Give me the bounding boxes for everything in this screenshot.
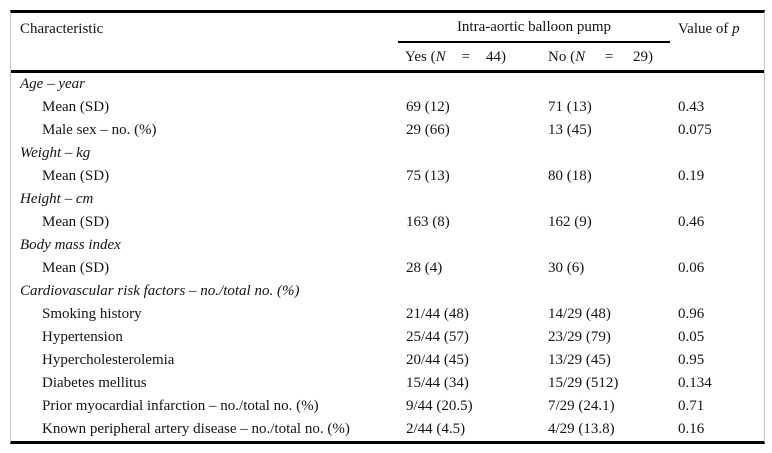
subheader-yes-pre: Yes (N <box>405 49 446 66</box>
cell-no: 30 (6) <box>548 260 585 276</box>
column-header-characteristic: Characteristic <box>20 21 104 37</box>
row-label: Mean (SD) <box>42 168 110 184</box>
cell-p-value: 0.06 <box>678 260 705 276</box>
cell-p-value: 0.075 <box>678 122 712 138</box>
section-label: Weight – kg <box>20 145 91 161</box>
cell-p-value: 0.46 <box>678 214 705 230</box>
cell-p-value: 0.43 <box>678 99 705 115</box>
cell-p-value: 0.134 <box>678 375 712 391</box>
table-row: Hypertension 25/44 (57) 23/29 (79) 0.05 <box>11 326 764 349</box>
cell-yes: 21/44 (48) <box>406 306 469 322</box>
subheader-yes-count: 44) <box>486 49 506 65</box>
table-row: Smoking history 21/44 (48) 14/29 (48) 0.… <box>11 303 764 326</box>
p-symbol: p <box>732 21 740 37</box>
cell-no: 14/29 (48) <box>548 306 611 322</box>
cell-yes: 28 (4) <box>406 260 443 276</box>
row-label: Mean (SD) <box>42 214 110 230</box>
table-row: Known peripheral artery disease – no./to… <box>11 418 764 441</box>
section-label: Age – year <box>20 76 85 92</box>
subheader-no-pre-text: No ( <box>548 49 576 65</box>
cell-no: 13/29 (45) <box>548 352 611 368</box>
table-row: Weight – kg <box>11 142 764 165</box>
table-row: Mean (SD) 28 (4) 30 (6) 0.06 <box>11 257 764 280</box>
column-header-p-value: Value of p <box>678 21 740 38</box>
cell-p-value: 0.19 <box>678 168 705 184</box>
table-row: Cardiovascular risk factors – no./total … <box>11 280 764 303</box>
table-row: Age – year <box>11 73 764 96</box>
subheader-no-count: 29) <box>633 49 653 65</box>
cell-yes: 9/44 (20.5) <box>406 398 473 414</box>
table-header: Characteristic Intra-aortic balloon pump… <box>11 13 764 73</box>
row-label: Mean (SD) <box>42 99 110 115</box>
cell-yes: 15/44 (34) <box>406 375 469 391</box>
subheader-no-n-symbol: N <box>575 49 586 65</box>
row-label: Smoking history <box>42 306 142 322</box>
cell-no: 7/29 (24.1) <box>548 398 615 414</box>
subheader-no-equals: = <box>604 49 614 65</box>
table-row: Mean (SD) 69 (12) 71 (13) 0.43 <box>11 96 764 119</box>
subheader-no-pre: No (N <box>548 49 585 66</box>
cell-yes: 2/44 (4.5) <box>406 421 466 437</box>
section-label: Cardiovascular risk factors – no./total … <box>20 283 300 299</box>
cell-no: 4/29 (13.8) <box>548 421 615 437</box>
cell-no: 71 (13) <box>548 99 592 115</box>
row-label: Diabetes mellitus <box>42 375 147 391</box>
table-row: Mean (SD) 163 (8) 162 (9) 0.46 <box>11 211 764 234</box>
row-label: Mean (SD) <box>42 260 110 276</box>
cell-no: 162 (9) <box>548 214 592 230</box>
cell-p-value: 0.71 <box>678 398 705 414</box>
section-label: Height – cm <box>20 191 94 207</box>
table-row: Male sex – no. (%) 29 (66) 13 (45) 0.075 <box>11 119 764 142</box>
cell-no: 80 (18) <box>548 168 592 184</box>
column-header-no: No (N = 29) <box>548 49 653 66</box>
table-row: Mean (SD) 75 (13) 80 (18) 0.19 <box>11 165 764 188</box>
table-row: Body mass index <box>11 234 764 257</box>
table-row: Diabetes mellitus 15/44 (34) 15/29 (512)… <box>11 372 764 395</box>
section-label: Body mass index <box>20 237 121 253</box>
column-header-group: Intra-aortic balloon pump <box>456 19 612 35</box>
row-label: Male sex – no. (%) <box>42 122 157 138</box>
cell-yes: 20/44 (45) <box>406 352 469 368</box>
table-row: Prior myocardial infarction – no./total … <box>11 395 764 418</box>
row-label: Prior myocardial infarction – no./total … <box>42 398 319 414</box>
table-row: Height – cm <box>11 188 764 211</box>
subheader-yes-pre-text: Yes ( <box>405 49 436 65</box>
cell-p-value: 0.16 <box>678 421 705 437</box>
cell-yes: 75 (13) <box>406 168 450 184</box>
group-spanner-rule <box>398 41 670 43</box>
subheader-yes-n-symbol: N <box>435 49 446 65</box>
cell-p-value: 0.95 <box>678 352 705 368</box>
cell-p-value: 0.05 <box>678 329 705 345</box>
cell-no: 13 (45) <box>548 122 592 138</box>
column-header-yes: Yes (N = 44) <box>405 49 506 66</box>
row-label: Hypertension <box>42 329 123 345</box>
cell-yes: 69 (12) <box>406 99 450 115</box>
characteristics-table: Characteristic Intra-aortic balloon pump… <box>10 10 765 444</box>
cell-yes: 29 (66) <box>406 122 450 138</box>
cell-no: 23/29 (79) <box>548 329 611 345</box>
value-of-text: Value of <box>678 21 733 37</box>
row-label: Known peripheral artery disease – no./to… <box>42 421 350 437</box>
subheader-yes-equals: = <box>461 49 471 65</box>
row-label: Hypercholesterolemia <box>42 352 175 368</box>
cell-p-value: 0.96 <box>678 306 705 322</box>
cell-yes: 25/44 (57) <box>406 329 469 345</box>
cell-yes: 163 (8) <box>406 214 450 230</box>
table-body: Age – year Mean (SD) 69 (12) 71 (13) 0.4… <box>11 73 764 441</box>
table-row: Hypercholesterolemia 20/44 (45) 13/29 (4… <box>11 349 764 372</box>
cell-no: 15/29 (512) <box>548 375 619 391</box>
